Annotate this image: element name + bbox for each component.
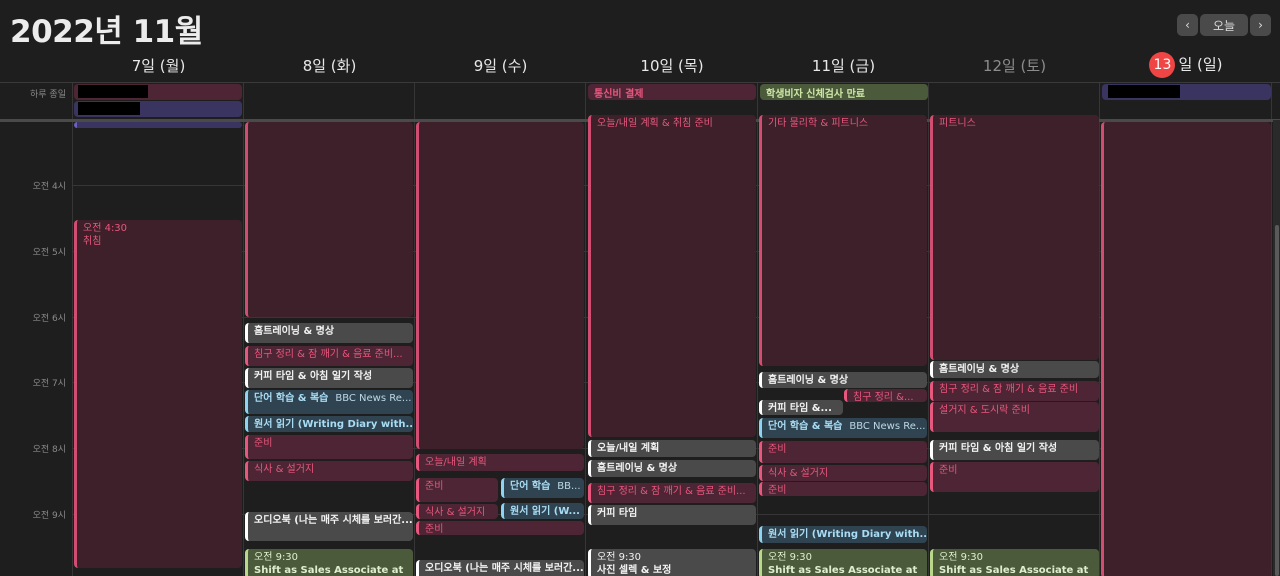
day-header-sun-label: 일 (일) <box>1178 55 1223 74</box>
today-badge: 13 <box>1149 52 1176 78</box>
event-title: 취침 <box>83 236 102 247</box>
column-divider <box>243 82 244 576</box>
day-header-mon[interactable]: 7일 (월) <box>131 57 186 75</box>
event-sleep[interactable]: 오전 4:30 취침 <box>74 220 242 568</box>
event-shift[interactable]: 오전 9:30 Shift as Sales Associate at <box>245 549 413 576</box>
event-title: 사진 셀렉 & 보정 <box>597 565 672 576</box>
event-reading[interactable]: 원서 읽기 (W... <box>501 503 584 519</box>
event-time: 오전 9:30 <box>768 552 813 563</box>
all-day-label: 하루 종일 <box>30 90 66 100</box>
event-sleep-block[interactable]: 기타 물리학 & 피트니스 <box>759 115 927 366</box>
event-shift[interactable]: 오전 9:30 Shift as Sales Associate at <box>930 549 1099 576</box>
event-reading[interactable]: 원서 읽기 (Writing Diary with... <box>759 526 927 543</box>
day-header-wed[interactable]: 9일 (수) <box>473 57 528 75</box>
redacted-text <box>78 85 148 98</box>
event-coffee-diary[interactable]: 커피 타임 & 아침 일기 작성 <box>245 368 413 388</box>
event-title: 피트니스 <box>939 118 976 129</box>
event-audiobook[interactable]: 오디오북 (나는 매주 시체를 보러간... <box>245 512 413 541</box>
event-bed-making[interactable]: 침구 정리 &... <box>844 389 927 402</box>
event-home-training[interactable]: 홈트레이닝 & 명상 <box>930 361 1099 378</box>
all-day-event-phone-bill[interactable]: 통신비 결제 <box>588 84 756 100</box>
all-day-event-visa-checkup[interactable]: 학생비자 신체검사 만료 <box>760 84 928 100</box>
event-prepare[interactable]: 준비 <box>416 521 584 535</box>
day-header-tue[interactable]: 8일 (화) <box>302 57 357 75</box>
event-coffee-diary[interactable]: 커피 타임 &... <box>759 400 843 415</box>
day-header-sun[interactable]: 13 일 (일) <box>1100 52 1272 78</box>
event-dishes-lunchbox[interactable]: 설거지 & 도시락 준비 <box>930 402 1099 432</box>
event-time: 오전 9:30 <box>254 552 299 563</box>
event-reading[interactable]: 원서 읽기 (Writing Diary with... <box>245 416 413 432</box>
column-divider <box>928 82 929 576</box>
event-vocab-study[interactable]: 단어 학습 & 복습 BBC News Re... <box>759 418 927 438</box>
event-sleep-block[interactable]: 오늘/내일 계획 & 취침 준비 <box>588 115 756 437</box>
event-home-training[interactable]: 홈트레이닝 & 명상 <box>245 323 413 343</box>
event-subtitle: BBC News Re... <box>849 421 926 432</box>
event-meal-dishes[interactable]: 식사 & 설거지 <box>759 465 927 481</box>
event-title: 단어 학습 <box>510 481 551 492</box>
hour-label: 오전 4시 <box>32 182 66 192</box>
event-redacted-purple[interactable] <box>74 122 242 128</box>
scrollbar-thumb[interactable] <box>1275 225 1279 576</box>
event-title: 단어 학습 & 복습 <box>768 421 843 432</box>
event-home-training[interactable]: 홈트레이닝 & 명상 <box>759 372 927 388</box>
hour-label: 오전 7시 <box>32 379 66 389</box>
event-title: 기타 물리학 & 피트니스 <box>768 118 869 129</box>
event-prepare[interactable]: 준비 <box>759 441 927 463</box>
event-sleep-block[interactable] <box>1101 122 1271 576</box>
day-header-sat[interactable]: 12일 (토) <box>982 57 1047 75</box>
next-week-button[interactable]: › <box>1250 14 1271 36</box>
column-divider <box>1099 82 1100 576</box>
hour-label: 오전 6시 <box>32 314 66 324</box>
event-home-training[interactable]: 홈트레이닝 & 명상 <box>588 460 756 477</box>
event-coffee-diary[interactable]: 커피 타임 & 아침 일기 작성 <box>930 440 1099 460</box>
column-divider <box>72 82 73 576</box>
today-button[interactable]: 오늘 <box>1200 14 1248 36</box>
event-photo-editing[interactable]: 오전 9:30 사진 셀렉 & 보정 <box>588 549 756 576</box>
event-prepare[interactable]: 준비 <box>416 478 498 502</box>
day-header-fri[interactable]: 11일 (금) <box>811 57 876 75</box>
event-meal-dishes[interactable]: 식사 & 설거지 <box>416 504 498 519</box>
all-day-row: 하루 종일 <box>0 82 1280 120</box>
redacted-text <box>78 102 140 115</box>
event-shift[interactable]: 오전 9:30 Shift as Sales Associate at <box>759 549 927 576</box>
event-planning[interactable]: 오늘/내일 계획 <box>416 454 584 471</box>
hour-label: 오전 5시 <box>32 248 66 258</box>
event-title: Shift as Sales Associate at <box>939 565 1089 576</box>
event-coffee[interactable]: 커피 타임 <box>588 505 756 525</box>
event-sleep-block[interactable] <box>416 122 584 449</box>
event-sleep-block[interactable] <box>245 122 413 317</box>
redacted-text <box>1108 85 1180 98</box>
event-bed-making[interactable]: 침구 정리 & 잠 깨기 & 음료 준비 <box>930 381 1099 401</box>
event-planning[interactable]: 오늘/내일 계획 <box>588 440 756 457</box>
month-title: 2022년 11월 <box>10 14 203 50</box>
event-audiobook[interactable]: 오디오북 (나는 매주 시체를 보러간... <box>416 560 584 576</box>
event-subtitle: BBC News Re... <box>335 393 412 404</box>
event-time: 오전 9:30 <box>597 552 642 563</box>
event-time: 오전 4:30 <box>83 223 128 234</box>
event-title: 단어 학습 & 복습 <box>254 393 329 404</box>
event-time: 오전 9:30 <box>939 552 984 563</box>
hour-label: 오전 9시 <box>32 511 66 521</box>
prev-week-button[interactable]: ‹ <box>1177 14 1198 36</box>
column-divider <box>414 82 415 576</box>
hour-label: 오전 8시 <box>32 445 66 455</box>
event-title: Shift as Sales Associate at <box>768 565 918 576</box>
column-divider <box>1271 82 1272 576</box>
event-vocab-study[interactable]: 단어 학습 & 복습 BBC News Re... <box>245 390 413 414</box>
event-subtitle: BB... <box>557 481 581 492</box>
column-divider <box>757 82 758 576</box>
navigation-controls: ‹ 오늘 › <box>1177 14 1271 36</box>
event-meal-dishes[interactable]: 식사 & 설거지 <box>245 461 413 481</box>
event-title: Shift as Sales Associate at <box>254 565 404 576</box>
event-prepare[interactable]: 준비 <box>245 435 413 459</box>
event-bed-making[interactable]: 침구 정리 & 잠 깨기 & 음료 준비... <box>588 483 756 503</box>
event-bed-making[interactable]: 침구 정리 & 잠 깨기 & 음료 준비... <box>245 346 413 366</box>
event-prepare[interactable]: 준비 <box>759 482 927 496</box>
column-divider <box>585 82 586 576</box>
event-title: 오늘/내일 계획 & 취침 준비 <box>597 118 713 129</box>
event-vocab-study[interactable]: 단어 학습 BB... <box>501 478 584 498</box>
day-header-thu[interactable]: 10일 (목) <box>640 57 704 75</box>
event-sleep-block[interactable]: 피트니스 <box>930 115 1099 360</box>
event-prepare[interactable]: 준비 <box>930 462 1099 492</box>
